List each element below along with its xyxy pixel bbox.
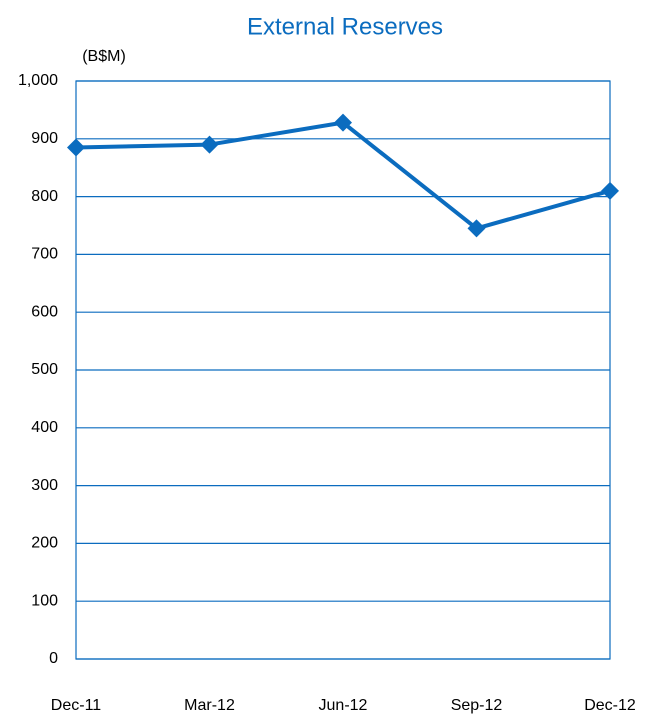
- x-tick-label: Mar-12: [184, 697, 235, 714]
- x-tick-label: Jun-12: [319, 697, 368, 714]
- y-tick-label: 0: [49, 650, 58, 667]
- y-axis-label: (B$M): [82, 48, 126, 65]
- x-tick-label: Dec-11: [51, 697, 101, 714]
- y-tick-label: 300: [31, 477, 58, 494]
- y-tick-label: 1,000: [18, 72, 58, 89]
- x-tick-label: Dec-12: [584, 697, 636, 714]
- x-tick-label: Sep-12: [451, 697, 503, 714]
- y-tick-label: 700: [31, 246, 58, 263]
- y-tick-label: 800: [31, 188, 58, 205]
- data-marker: [467, 219, 486, 238]
- y-tick-label: 600: [31, 303, 58, 320]
- data-marker: [200, 135, 219, 154]
- y-tick-label: 900: [31, 130, 58, 147]
- data-marker: [334, 113, 352, 132]
- data-marker: [67, 138, 85, 157]
- y-tick-label: 500: [31, 361, 58, 378]
- data-marker: [601, 181, 619, 200]
- y-tick-label: 200: [31, 535, 58, 552]
- chart-title: External Reserves: [247, 13, 443, 40]
- y-tick-label: 400: [31, 419, 58, 436]
- y-tick-label: 100: [31, 592, 58, 609]
